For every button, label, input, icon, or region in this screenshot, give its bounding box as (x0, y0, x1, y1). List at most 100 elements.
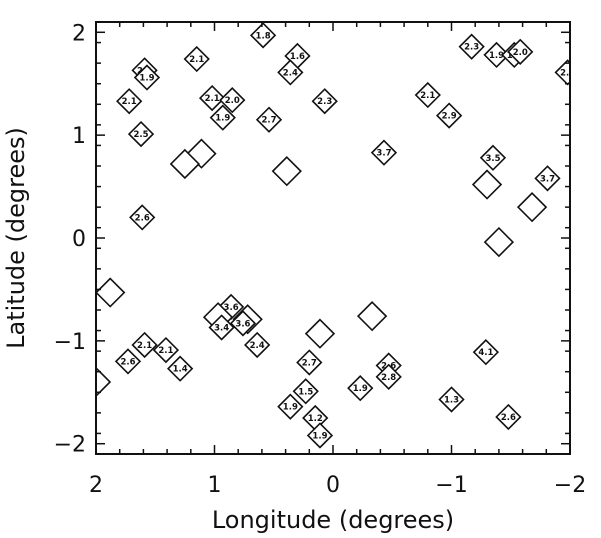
diamond-marker (169, 148, 201, 180)
diamond-marker (114, 348, 142, 375)
point-label: 2.1 (420, 91, 435, 101)
diamond-marker (96, 277, 126, 308)
data-point: 2.6 (129, 204, 156, 231)
point-label: 1.9 (139, 74, 154, 84)
diamond-marker (296, 349, 323, 376)
data-point: 2.6 (495, 403, 522, 431)
data-point: 2.4 (244, 331, 271, 359)
y-tick-label: 2 (72, 21, 86, 46)
x-tick-label: 2 (89, 473, 103, 498)
point-label: 1.8 (256, 31, 271, 41)
diamond-marker (229, 310, 257, 337)
data-point: 2.0 (507, 38, 534, 65)
data-point: 2.7 (255, 106, 283, 133)
diamond-marker (244, 331, 271, 359)
point-label: 1.9 (353, 384, 368, 394)
point-label: 2.3 (464, 43, 479, 53)
diamond-marker (152, 336, 180, 364)
diamond-marker (458, 33, 485, 60)
diamond-marker (219, 87, 246, 114)
data-point: 2.1 (198, 84, 226, 112)
point-label: 2.6 (135, 213, 150, 223)
data-point: 2.1 (152, 336, 180, 364)
diamond-marker (249, 22, 277, 49)
point-label: 1.3 (444, 395, 459, 405)
diamond-marker (292, 378, 319, 405)
data-point: 1.9 (209, 104, 236, 131)
point-label: 1.9 (489, 51, 504, 61)
data-point: 1.9 (347, 375, 374, 402)
y-tick-label: −2 (54, 433, 86, 458)
diamond-marker (198, 84, 226, 112)
point-label: 3.6 (235, 319, 250, 329)
data-point: 2.3 (311, 88, 338, 115)
point-label: 2.1 (205, 94, 220, 104)
data-point: 2.4 (277, 59, 304, 86)
x-tick-label: 1 (208, 473, 222, 498)
data-point: 1.8 (249, 22, 277, 49)
data-point: 4.1 (472, 339, 499, 366)
data-point: 2.1 (414, 81, 441, 109)
data-point: 3.7 (534, 165, 561, 192)
point-label: 4.1 (478, 348, 493, 358)
diamond-marker (277, 59, 304, 86)
diamond-marker (483, 226, 515, 258)
diamond-marker (356, 301, 388, 332)
diamond-marker (347, 375, 374, 402)
data-point: 1.3 (438, 386, 465, 413)
diamond-marker (479, 144, 507, 171)
diamond-marker (370, 139, 398, 166)
y-tick-label: −1 (54, 330, 86, 355)
diamond-marker (209, 104, 236, 131)
diamond-marker (277, 393, 304, 420)
point-label: 2.4 (250, 341, 265, 351)
data-point: 3.5 (479, 144, 507, 171)
diamond-marker (167, 355, 194, 382)
data-point: 2.6 (114, 348, 142, 375)
data-point: 2.3 (458, 33, 485, 60)
diamond-marker (375, 363, 402, 390)
diamond-marker (311, 88, 338, 115)
diamond-marker (472, 339, 499, 366)
point-label: 1.4 (173, 365, 188, 375)
diamond-marker (306, 422, 334, 449)
diamond-marker (438, 386, 465, 413)
point-label: 2.7 (261, 116, 276, 126)
point-label: 2.7 (302, 358, 317, 368)
point-label: 2.9 (442, 112, 457, 122)
data-point: 3.7 (370, 139, 398, 166)
point-label: 3.5 (485, 154, 500, 164)
point-label: 2.1 (560, 68, 575, 78)
point-label: 2.0 (513, 48, 528, 58)
diamond-marker (127, 120, 155, 148)
data-point: 2.5 (127, 120, 155, 148)
axis-ticks (95, 21, 571, 455)
data-point: 3.6 (229, 310, 257, 337)
data-point (96, 366, 112, 398)
data-point (471, 169, 503, 200)
data-point: 1.9 (133, 64, 161, 91)
data-point (271, 156, 302, 187)
data-point: 1.4 (167, 355, 194, 382)
point-label: 2.6 (120, 357, 135, 367)
diamond-marker (183, 45, 210, 73)
x-axis-title: Longitude (degrees) (212, 506, 454, 534)
diamond-marker (96, 366, 112, 398)
data-point: 2.1 (183, 45, 210, 73)
point-label: 2.6 (501, 413, 516, 423)
point-label: 2.3 (317, 97, 332, 107)
diamond-marker (255, 106, 283, 133)
point-label: 2.1 (122, 97, 137, 107)
data-point (516, 192, 548, 223)
diamond-marker (471, 169, 503, 200)
y-axis-title: Latitude (degrees) (2, 127, 30, 349)
y-tick-label: 0 (72, 227, 86, 252)
point-label: 3.6 (224, 303, 239, 313)
data-points: 1.8 2.1 1.6 2.4 2.1 1.9 2.1 2.1 2.0 1.9 2.7 2.3 2.5 3… (96, 22, 575, 449)
diamond-marker (129, 204, 156, 231)
point-label: 1.9 (283, 403, 298, 413)
point-label: 2.1 (137, 341, 152, 351)
point-label: 2.5 (133, 130, 148, 140)
